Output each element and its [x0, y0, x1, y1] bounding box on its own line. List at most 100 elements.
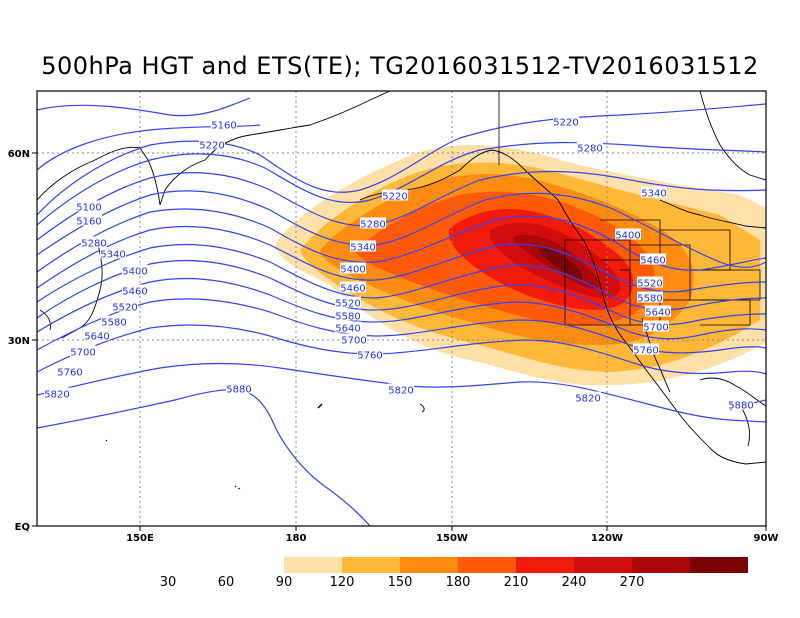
contour-label: 5520	[335, 299, 360, 310]
contour-label-bg	[388, 383, 414, 395]
contour-label: 5700	[70, 348, 95, 359]
colorbar-tick-label: 90	[276, 575, 293, 590]
colorbar-tick-label: 180	[446, 575, 471, 590]
contour-label: 5820	[575, 394, 600, 405]
contour-label: 5520	[112, 303, 137, 314]
contour-label: 5820	[388, 386, 413, 397]
contour-label-bg	[199, 138, 225, 150]
contour-label-bg	[643, 320, 669, 332]
contour-label: 5400	[615, 231, 640, 242]
contour-label: 5520	[637, 279, 662, 290]
contour-label: 5760	[357, 351, 382, 362]
colorbar-tick-label: 240	[562, 575, 587, 590]
lat-label-60n: 60N	[8, 149, 30, 160]
contour-label: 5700	[341, 336, 366, 347]
map-title: 500hPa HGT and ETS(TE); TG2016031512-TV2…	[41, 52, 759, 80]
contour-label-bg	[637, 276, 663, 288]
contour-label: 5580	[335, 312, 360, 323]
contour-label: 5340	[100, 250, 125, 261]
contour-label-bg	[641, 186, 667, 198]
contour-label: 5220	[553, 118, 578, 129]
contour-label-bg	[615, 228, 641, 240]
lon-label-150e: 150E	[126, 533, 154, 544]
contour-label-bg	[340, 262, 366, 274]
ets-shade-300	[539, 246, 583, 280]
contour-label-bg	[76, 200, 102, 212]
contour-label-bg	[335, 296, 361, 308]
contour-label: 5400	[122, 267, 147, 278]
contour-label-bg	[226, 382, 252, 394]
contour-label-bg	[350, 240, 376, 252]
contour-label: 5340	[350, 243, 375, 254]
contour-label-bg	[633, 343, 659, 355]
contour-label-bg	[101, 315, 127, 327]
contour-label-bg	[341, 333, 367, 345]
colorbar-tick-label: 210	[504, 575, 529, 590]
contour-label: 5280	[360, 220, 385, 231]
colorbar-labels: 30 60 90 120 150 180 210 240 270	[160, 575, 645, 590]
contour-label: 5280	[81, 239, 106, 250]
contour-label-bg	[335, 321, 361, 333]
contour-label: 5160	[211, 121, 236, 132]
contour-label-bg	[637, 291, 663, 303]
colorbar-tick-label: 120	[330, 575, 355, 590]
lon-label-150w: 150W	[436, 533, 468, 544]
colorbar-swatch	[284, 557, 342, 573]
contour-label-bg	[357, 348, 383, 360]
contour-label: 5880	[226, 385, 251, 396]
contour-label: 5400	[340, 265, 365, 276]
contour-label: 5640	[645, 308, 670, 319]
colorbar-swatch	[342, 557, 400, 573]
contour-label-bg	[360, 217, 386, 229]
colorbar-swatch	[574, 557, 632, 573]
colorbar-swatch	[690, 557, 748, 573]
contour-label-bg	[340, 281, 366, 293]
contour-label-bg	[57, 365, 83, 377]
lat-label-eq: EQ	[15, 522, 30, 533]
contour-label-bg	[645, 305, 671, 317]
contour-label: 5640	[335, 324, 360, 335]
contour-label: 5640	[84, 332, 109, 343]
contour-label-bg	[335, 309, 361, 321]
colorbar-swatch	[516, 557, 574, 573]
contour-label: 5700	[643, 323, 668, 334]
colorbar-tick-label: 270	[620, 575, 645, 590]
contour-label-bg	[577, 141, 603, 153]
contour-label-bg	[575, 391, 601, 403]
contour-label: 5580	[637, 294, 662, 305]
contour-label: 5820	[44, 390, 69, 401]
contour-label-bg	[76, 214, 102, 226]
contour-label: 5460	[640, 256, 665, 267]
axis-ticks	[32, 152, 767, 531]
colorbar-tick-label: 150	[388, 575, 413, 590]
contour-label-bg	[382, 189, 408, 201]
contour-labels: 5160522051005160528053405400546055205580…	[44, 115, 754, 412]
lon-label-90w: 90W	[754, 533, 779, 544]
contour-label-bg	[112, 300, 138, 312]
contour-label: 5760	[57, 368, 82, 379]
contour-label-bg	[122, 264, 148, 276]
contour-label-bg	[640, 253, 666, 265]
contour-label-bg	[728, 398, 754, 410]
lon-label-120w: 120W	[591, 533, 623, 544]
contour-label: 5220	[382, 192, 407, 203]
contour-label: 5220	[199, 141, 224, 152]
contour-label-bg	[211, 118, 237, 130]
colorbar-tick-label: 60	[218, 575, 235, 590]
contour-label: 5460	[340, 284, 365, 295]
contour-label: 5280	[577, 144, 602, 155]
contour-label: 5340	[641, 189, 666, 200]
contour-label: 5100	[76, 203, 101, 214]
colorbar-tick-label: 30	[160, 575, 177, 590]
colorbar-swatch	[632, 557, 690, 573]
colorbar-swatch	[400, 557, 458, 573]
contour-label-bg	[553, 115, 579, 127]
contour-label-bg	[100, 247, 126, 259]
colorbar	[284, 557, 748, 573]
lat-label-30n: 30N	[8, 336, 30, 347]
contour-label-bg	[44, 387, 70, 399]
contour-label-bg	[81, 236, 107, 248]
contour-label: 5160	[76, 217, 101, 228]
contour-label-bg	[84, 329, 110, 341]
